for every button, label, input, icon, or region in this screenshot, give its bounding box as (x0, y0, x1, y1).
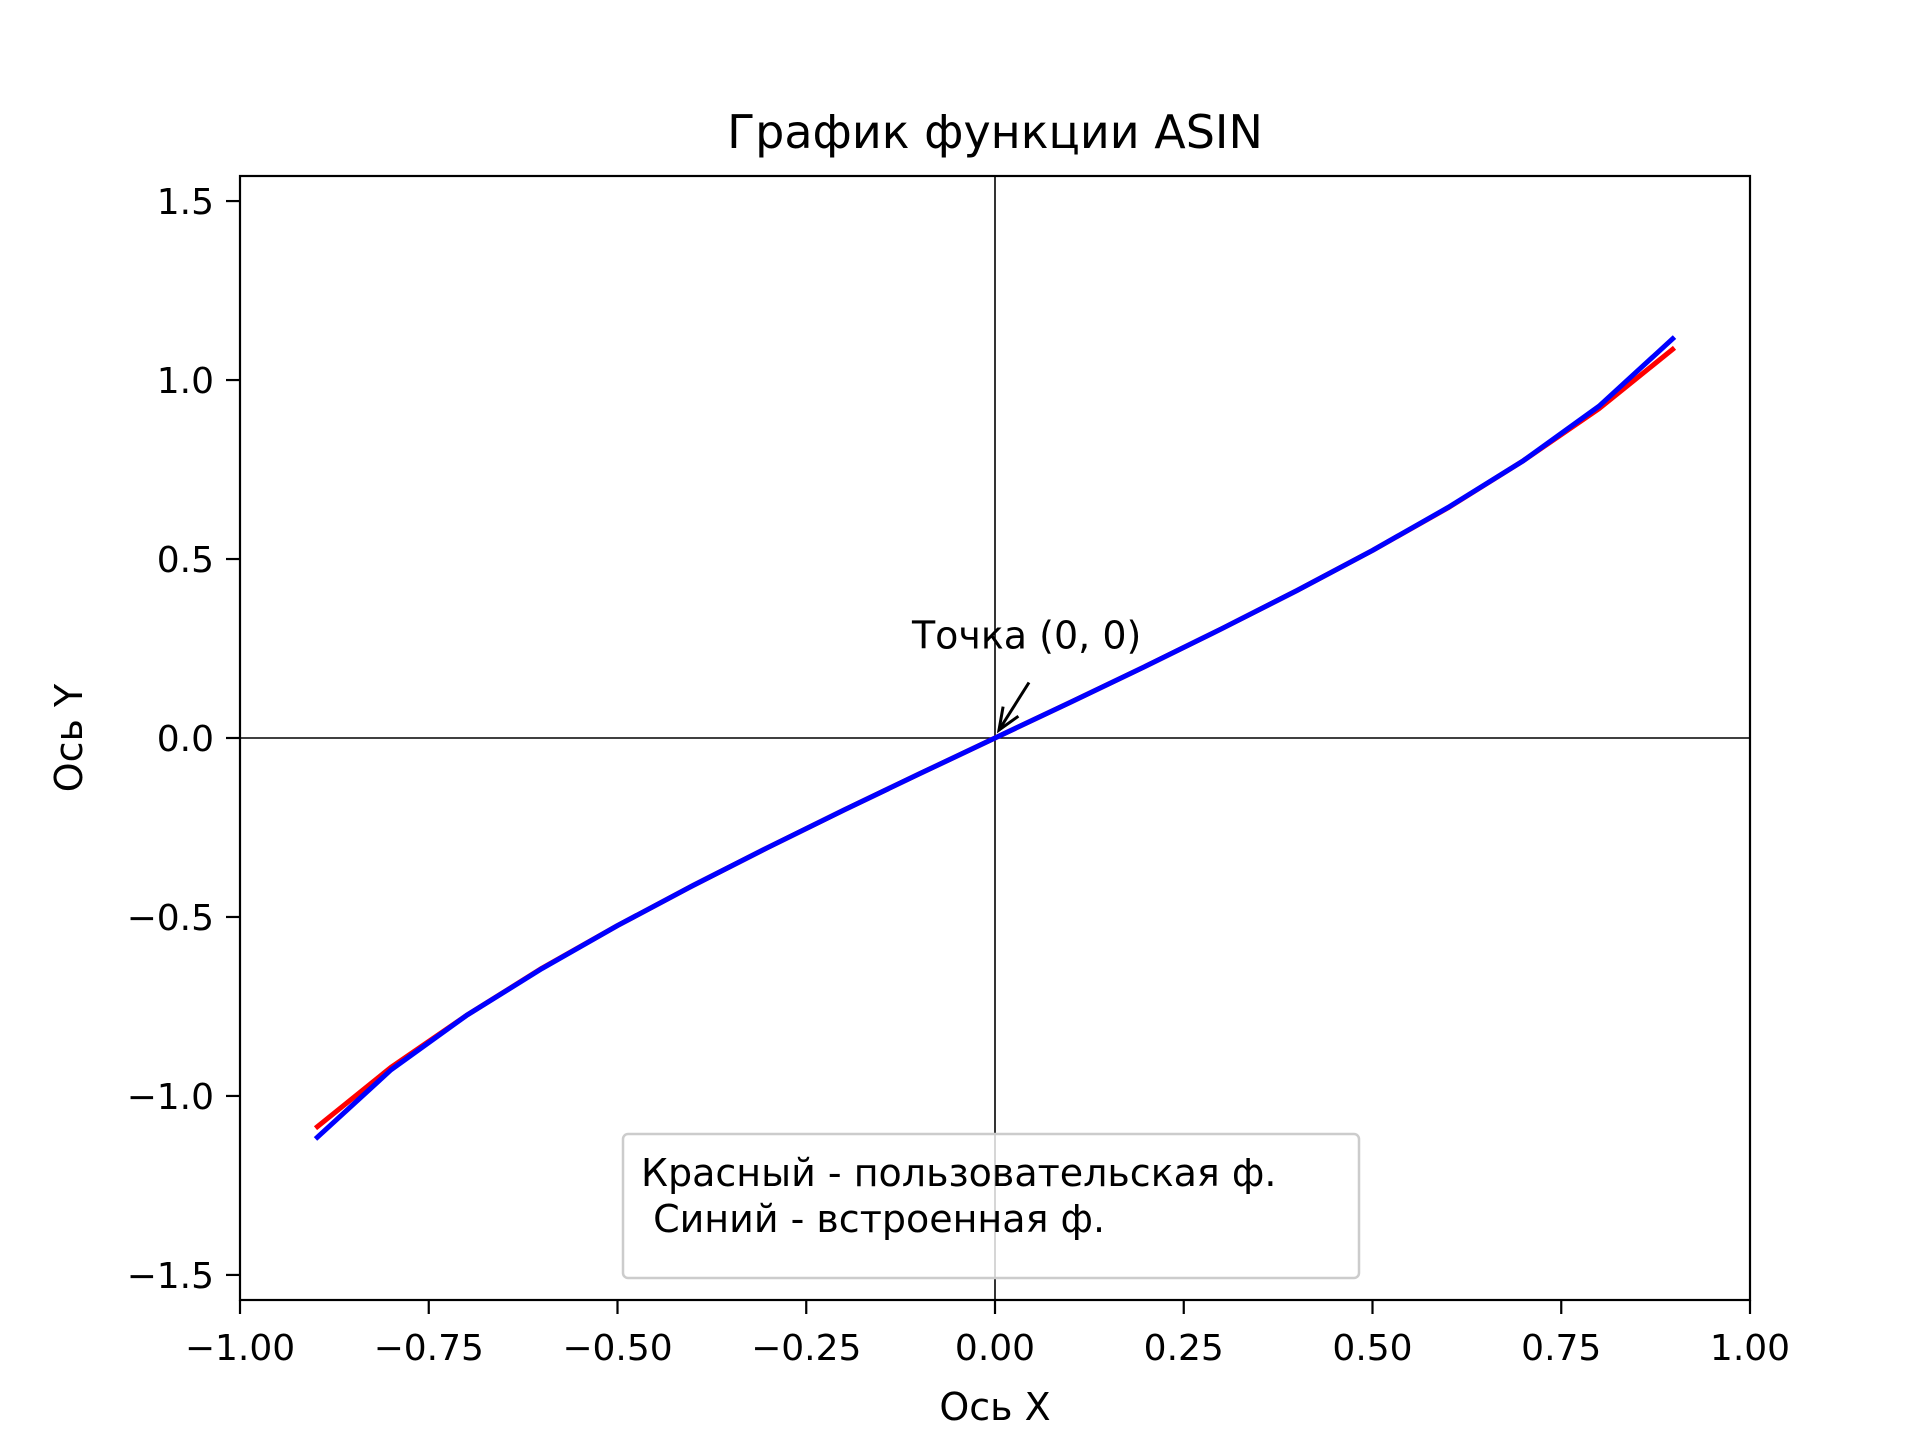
y-tick-label: 1.5 (157, 182, 214, 223)
y-tick-label: 1.0 (157, 361, 214, 402)
x-tick-label: 0.25 (1144, 1328, 1224, 1369)
x-tick-label: −1.00 (185, 1328, 295, 1369)
series-line-2 (313, 335, 1677, 1141)
x-tick-label: 0.75 (1521, 1328, 1601, 1369)
y-axis-label: Ось Y (47, 683, 91, 792)
annotation-arrow-shaft (997, 681, 1031, 731)
series-layer (313, 335, 1677, 1141)
x-tick-label: −0.75 (374, 1328, 484, 1369)
x-axis-ticks: −1.00 −0.75 −0.50 −0.25 0.00 0.25 0.50 0.75 1.00 (185, 1300, 1790, 1369)
legend-box (621, 1132, 1361, 1280)
annotation-text: Точка (0, 0) (911, 614, 1141, 658)
x-tick-label: 1.00 (1710, 1328, 1790, 1369)
x-tick-label: −0.50 (562, 1328, 672, 1369)
y-tick-label: −1.5 (127, 1256, 214, 1297)
y-tick-label: 0.5 (157, 540, 214, 581)
y-tick-label: 0.0 (157, 719, 214, 760)
annotation: Точка (0, 0) (911, 614, 1141, 734)
chart-title: График функции ASIN (727, 105, 1263, 159)
x-axis-label: Ось X (939, 1385, 1050, 1429)
x-tick-label: 0.00 (955, 1328, 1035, 1369)
legend-text-line-2: Синий - встроенная ф. (641, 1197, 1105, 1241)
x-tick-label: 0.50 (1332, 1328, 1412, 1369)
legend: Красный - пользовательская ф. Синий - вс… (621, 1132, 1361, 1280)
legend-text-line-1: Красный - пользовательская ф. (641, 1151, 1276, 1195)
annotation-arrow-head (996, 706, 1020, 734)
x-tick-label: −0.25 (751, 1328, 861, 1369)
y-tick-label: −1.0 (127, 1077, 214, 1118)
y-tick-label: −0.5 (127, 898, 214, 939)
y-axis-ticks: −1.5 −1.0 −0.5 0.0 0.5 1.0 1.5 (127, 182, 240, 1297)
